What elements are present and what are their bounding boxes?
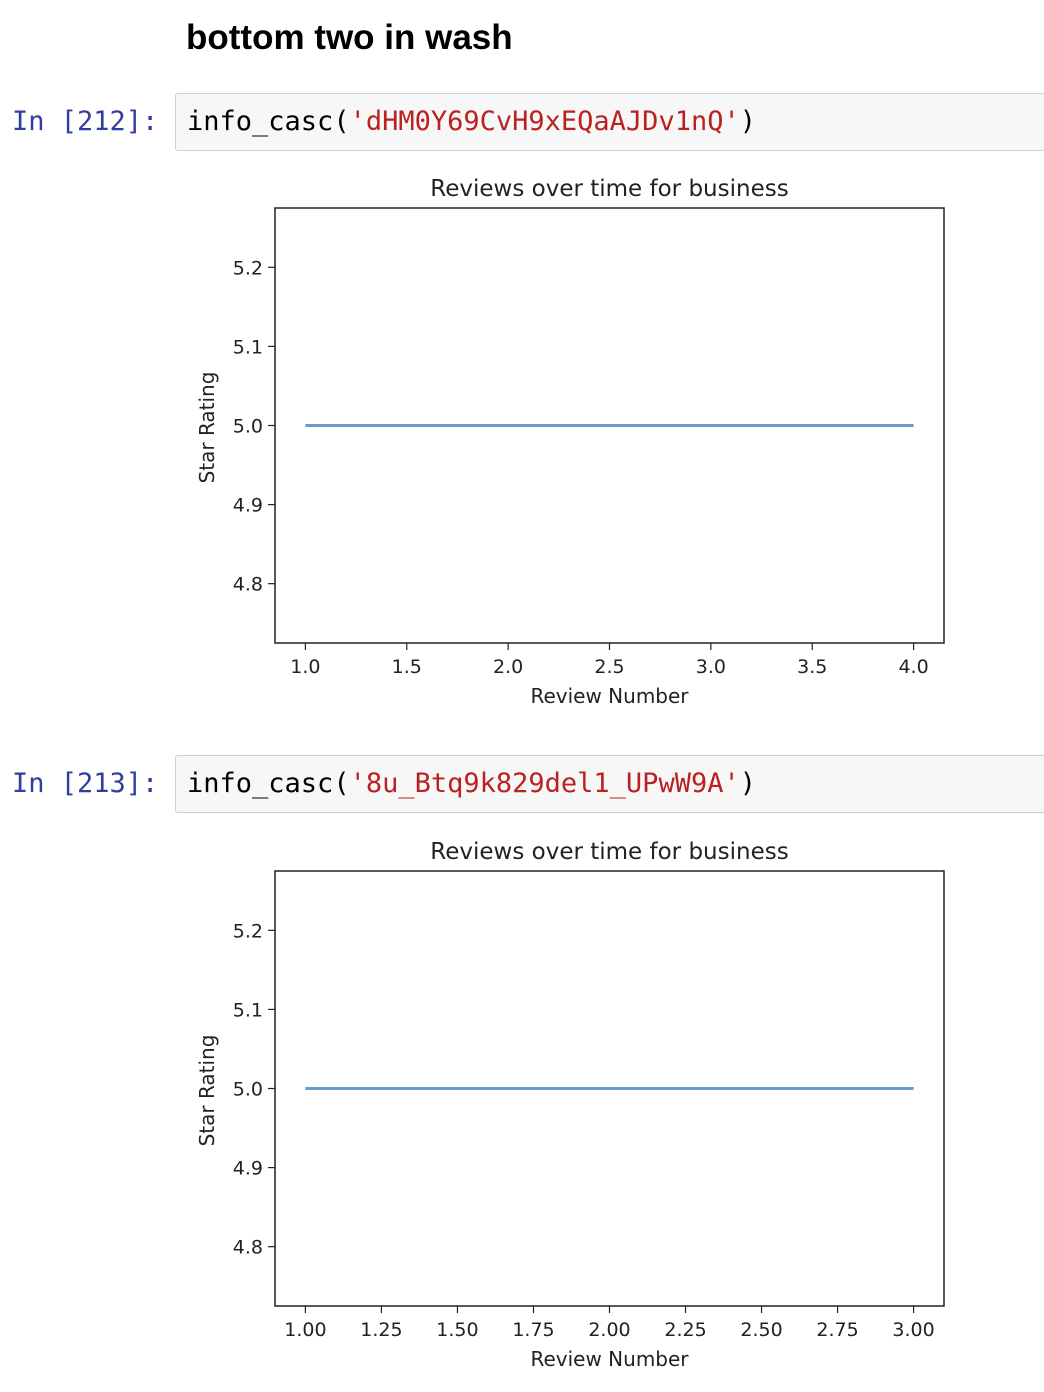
code-quote-open: ' xyxy=(349,768,366,799)
cell-prompt-213: In [213]: xyxy=(12,768,159,799)
x-tick-label: 3.5 xyxy=(797,656,827,678)
y-tick-label: 5.1 xyxy=(233,336,263,358)
code-func: info_casc xyxy=(187,768,334,799)
x-tick-label: 1.0 xyxy=(290,656,320,678)
plot-output-212: Reviews over time for business 1.0 1.5 2.0 2… xyxy=(186,168,956,713)
plot-frame xyxy=(274,207,945,644)
line-chart-212: Reviews over time for business 1.0 1.5 2.0 2… xyxy=(195,176,945,708)
x-tick-label: 2.25 xyxy=(664,1319,706,1341)
markdown-heading: bottom two in wash xyxy=(186,18,513,57)
y-tick-label: 4.9 xyxy=(233,1158,263,1180)
y-tick-label: 5.2 xyxy=(233,257,263,279)
x-tick-label: 4.0 xyxy=(898,656,928,678)
x-tick-label: 1.00 xyxy=(284,1319,326,1341)
chart-title: Reviews over time for business xyxy=(430,176,788,202)
x-tick-label: 2.00 xyxy=(588,1319,630,1341)
cell-prompt-212: In [212]: xyxy=(12,106,159,137)
x-axis-label: Review Number xyxy=(530,684,689,708)
code-quote-close: ' xyxy=(723,106,740,137)
y-tick-label: 5.0 xyxy=(233,1079,263,1101)
code-quote-close: ' xyxy=(723,768,740,799)
plot-output-213: Reviews over time for business 1.00 1.25 1.… xyxy=(186,831,956,1376)
x-tick-label: 1.5 xyxy=(392,656,422,678)
y-tick-label: 4.8 xyxy=(233,574,263,596)
code-paren-open: ( xyxy=(333,106,350,137)
line-chart-213: Reviews over time for business 1.00 1.25 1.… xyxy=(195,839,945,1371)
code-string-arg: 8u_Btq9k829del1_UPwW9A xyxy=(365,768,724,799)
code-paren-close: ) xyxy=(739,768,756,799)
x-tick-label: 1.50 xyxy=(436,1319,478,1341)
x-tick-label: 2.50 xyxy=(740,1319,782,1341)
y-axis-label: Star Rating xyxy=(195,372,219,484)
y-tick-label: 4.9 xyxy=(233,495,263,517)
y-tick-label: 5.1 xyxy=(233,999,263,1021)
code-func: info_casc xyxy=(187,106,334,137)
y-tick-label: 5.0 xyxy=(233,416,263,438)
code-paren-open: ( xyxy=(333,768,350,799)
code-paren-close: ) xyxy=(739,106,756,137)
x-tick-label: 3.00 xyxy=(892,1319,934,1341)
x-tick-label: 2.75 xyxy=(816,1319,858,1341)
code-string-arg: dHM0Y69CvH9xEQaAJDv1nQ xyxy=(365,106,724,137)
y-tick-label: 4.8 xyxy=(233,1237,263,1259)
code-input-212[interactable]: info_casc('dHM0Y69CvH9xEQaAJDv1nQ') xyxy=(175,93,1044,151)
y-tick-label: 5.2 xyxy=(233,920,263,942)
x-tick-label: 2.5 xyxy=(594,656,624,678)
chart-title: Reviews over time for business xyxy=(430,839,788,865)
x-tick-label: 1.25 xyxy=(360,1319,402,1341)
x-tick-label: 3.0 xyxy=(696,656,726,678)
x-tick-label: 2.0 xyxy=(493,656,523,678)
plot-frame xyxy=(274,870,945,1307)
code-quote-open: ' xyxy=(349,106,366,137)
x-tick-label: 1.75 xyxy=(512,1319,554,1341)
code-input-213[interactable]: info_casc('8u_Btq9k829del1_UPwW9A') xyxy=(175,755,1044,813)
y-axis-label: Star Rating xyxy=(195,1035,219,1147)
x-axis-label: Review Number xyxy=(530,1347,689,1371)
